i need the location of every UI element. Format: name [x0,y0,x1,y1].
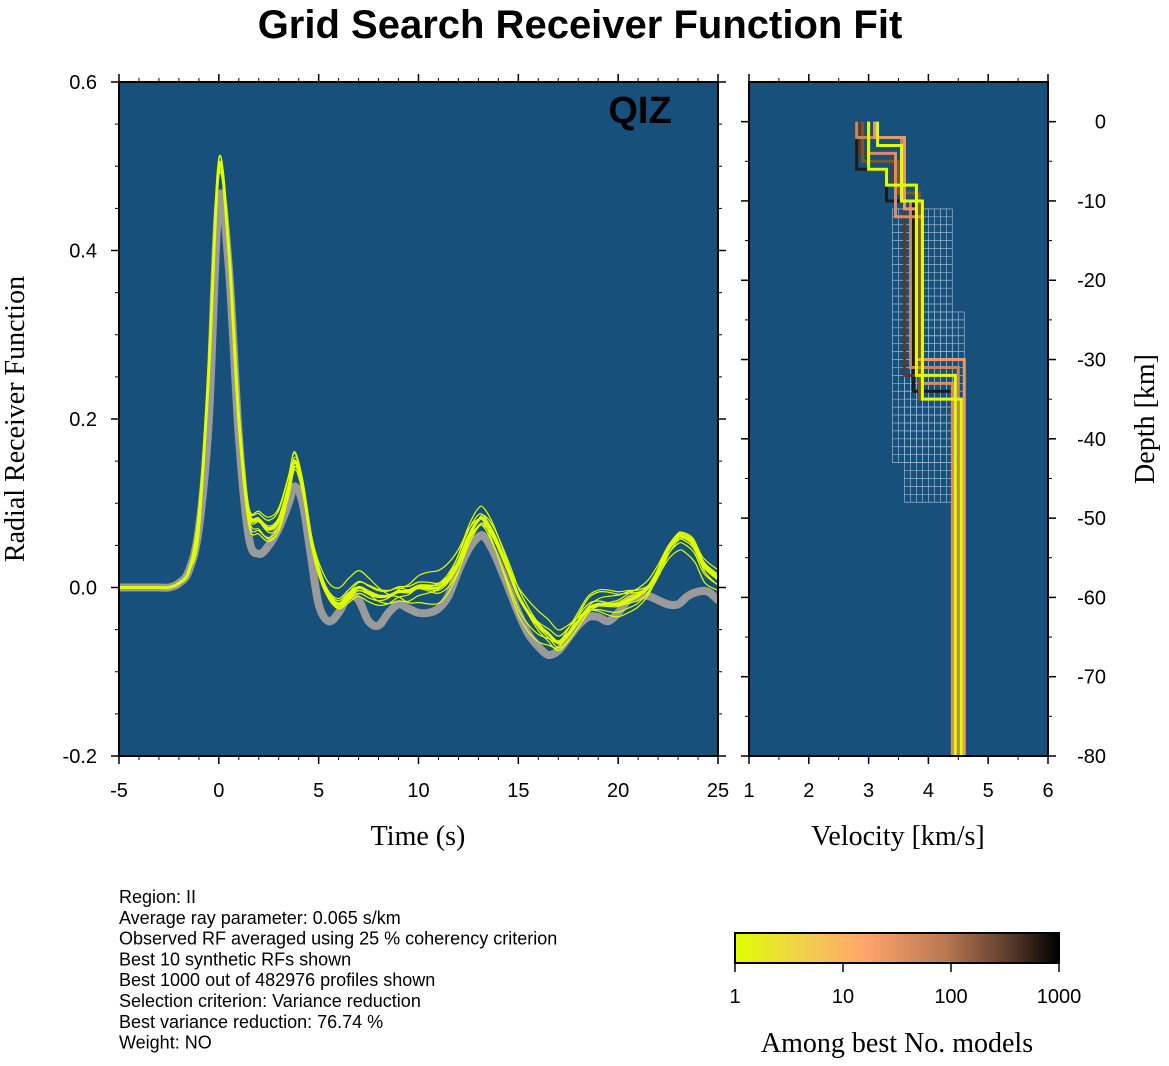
info-note-line: Selection criterion: Variance reduction [119,991,421,1011]
rf-x-tick-label: 20 [607,780,629,802]
vel-y-tick-label: -40 [1077,429,1106,451]
vel-y-tick-label: -80 [1077,746,1106,768]
info-note-line: Best 1000 out of 482976 profiles shown [119,970,435,990]
rf-series-group [119,154,718,660]
colorbar-tick-label: 1000 [1037,986,1082,1008]
vel-y-tick-label: -30 [1077,350,1106,372]
vel-y-tick-label: -50 [1077,508,1106,530]
info-note-line: Weight: NO [119,1033,212,1053]
vel-y-tick-label: -10 [1077,191,1106,213]
vel-x-tick-label: 6 [1042,780,1053,802]
colorbar-tick-label: 1 [729,986,740,1008]
vel-y-tick-label: 0 [1095,112,1106,134]
rf-plot-frame [118,81,719,757]
info-note-line: Best 10 synthetic RFs shown [119,949,351,969]
velocity-profile [867,121,954,756]
colorbar-ticks: 1 10 100 1000 [729,963,1081,1008]
vel-y-tick-label: -20 [1077,270,1106,292]
vel-y-tick-label: -70 [1077,667,1106,689]
vel-x-tick-label: 4 [923,780,934,802]
colorbar-tick-label: 10 [832,986,854,1008]
station-label: QIZ [608,90,671,132]
vel-axis-ticks: 1 2 3 4 5 6 0 -10 -20 -30 -40 -50 -60 -70 -80 [741,74,1106,802]
rf-y-tick-label: -0.2 [63,746,97,768]
vel-plot-frame [748,81,1049,757]
synthetic-rf-line [119,162,718,643]
colorbar-tick-label: 100 [934,986,967,1008]
info-note-line: Region: II [119,887,196,907]
vel-x-axis-label: Velocity [km/s] [811,821,984,852]
info-note-line: Best variance reduction: 76.74 % [119,1012,383,1032]
rf-x-tick-label: 15 [507,780,529,802]
colorbar-gradient [734,932,1060,964]
rf-y-tick-label: 0.6 [69,72,97,94]
rf-y-tick-label: 0.2 [69,409,97,431]
rf-x-tick-label: -5 [110,780,128,802]
rf-y-tick-label: 0.0 [69,578,97,600]
info-note-line: Average ray parameter: 0.065 s/km [119,908,401,928]
vel-x-tick-label: 1 [743,780,754,802]
rf-x-tick-label: 10 [407,780,429,802]
info-note-line: Observed RF averaged using 25 % coherenc… [119,929,557,949]
rf-x-axis-label: Time (s) [371,821,466,852]
vel-y-axis-label: Depth [km] [1130,354,1161,484]
vel-profiles-group [855,121,966,756]
velocity-profile [873,121,966,756]
rank-colorbar: 1 10 100 1000 Among best No. models [729,932,1081,1059]
rf-x-tick-label: 25 [707,780,729,802]
vel-x-tick-label: 3 [863,780,874,802]
velocity-profile [876,121,963,756]
receiver-function-panel: -5 0 5 10 15 20 25 -0.2 0.0 0.2 0.4 0.6 QIZ Time (s… [0,72,729,852]
colorbar-label: Among best No. models [761,1028,1033,1059]
vel-x-tick-label: 2 [803,780,814,802]
rf-y-tick-label: 0.4 [69,241,97,263]
chart-title: Grid Search Receiver Function Fit [258,3,903,47]
rf-axis-ticks: -5 0 5 10 15 20 25 -0.2 0.0 0.2 0.4 0.6 [63,72,730,802]
rf-x-tick-label: 0 [213,780,224,802]
vel-y-tick-label: -60 [1077,587,1106,609]
velocity-depth-panel: 1 2 3 4 5 6 0 -10 -20 -30 -40 -50 -60 -70 -80 Velocity… [741,74,1161,852]
rf-x-tick-label: 5 [313,780,324,802]
vel-x-tick-label: 5 [983,780,994,802]
rf-y-axis-label: Radial Receiver Function [0,276,31,562]
